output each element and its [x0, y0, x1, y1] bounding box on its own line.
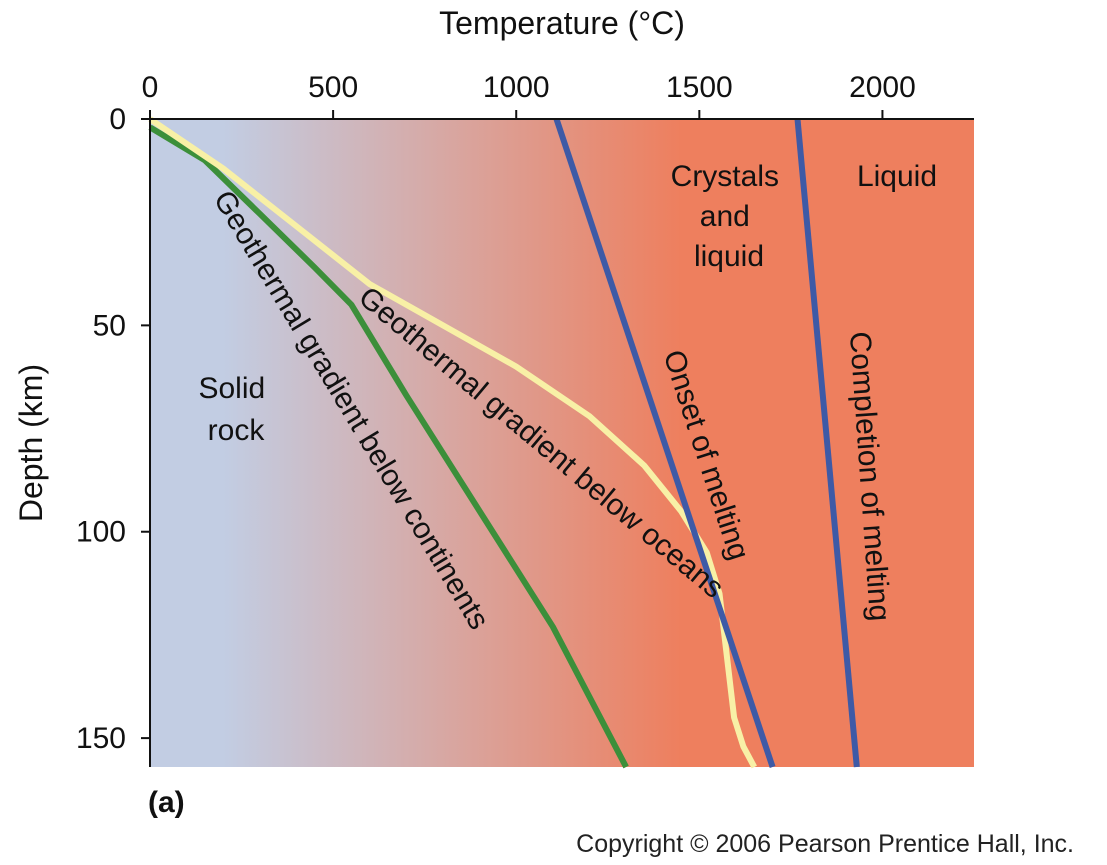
series-line-geothermal-gradient-below-oceans [148, 116, 757, 769]
region-label-solid-rock: Solid rock [198, 372, 273, 447]
x-tick-label: 1500 [666, 71, 733, 104]
region-label-solid-rock-line2: rock [208, 414, 266, 447]
region-label-solid-rock-line1: Solid [198, 372, 265, 405]
x-tick-label: 0 [142, 71, 159, 104]
plot-background [150, 119, 974, 767]
y-tick-label: 0 [109, 103, 126, 136]
tick-group: 0 500 1000 1500 2000 0 50 100 150 [76, 71, 916, 755]
x-tick-label: 2000 [849, 71, 916, 104]
series-line-onset-of-melting [553, 118, 776, 768]
series-group [148, 116, 860, 769]
region-label-crystals-line3: liquid [694, 240, 764, 273]
y-tick-label: 50 [93, 309, 126, 342]
x-axis-title: Temperature (°C) [439, 5, 685, 41]
x-tick-label: 500 [308, 71, 358, 104]
x-tick-label: 1000 [483, 71, 550, 104]
region-label-crystals-line1: Crystals [671, 160, 779, 193]
region-label-crystals-and-liquid: Crystals and liquid [671, 160, 788, 273]
copyright-text: Copyright © 2006 Pearson Prentice Hall, … [576, 830, 1074, 858]
series-line-completion-of-melting [794, 118, 860, 768]
y-axis-title: Depth (km) [13, 364, 49, 522]
series-line-geothermal-gradient-below-continents [148, 124, 629, 769]
y-tick-label: 150 [76, 722, 126, 755]
panel-label: (a) [148, 786, 185, 819]
y-tick-label: 100 [76, 516, 126, 549]
axes-frame [149, 118, 974, 767]
region-label-crystals-line2: and [700, 200, 750, 233]
region-label-liquid: Liquid [857, 160, 937, 193]
